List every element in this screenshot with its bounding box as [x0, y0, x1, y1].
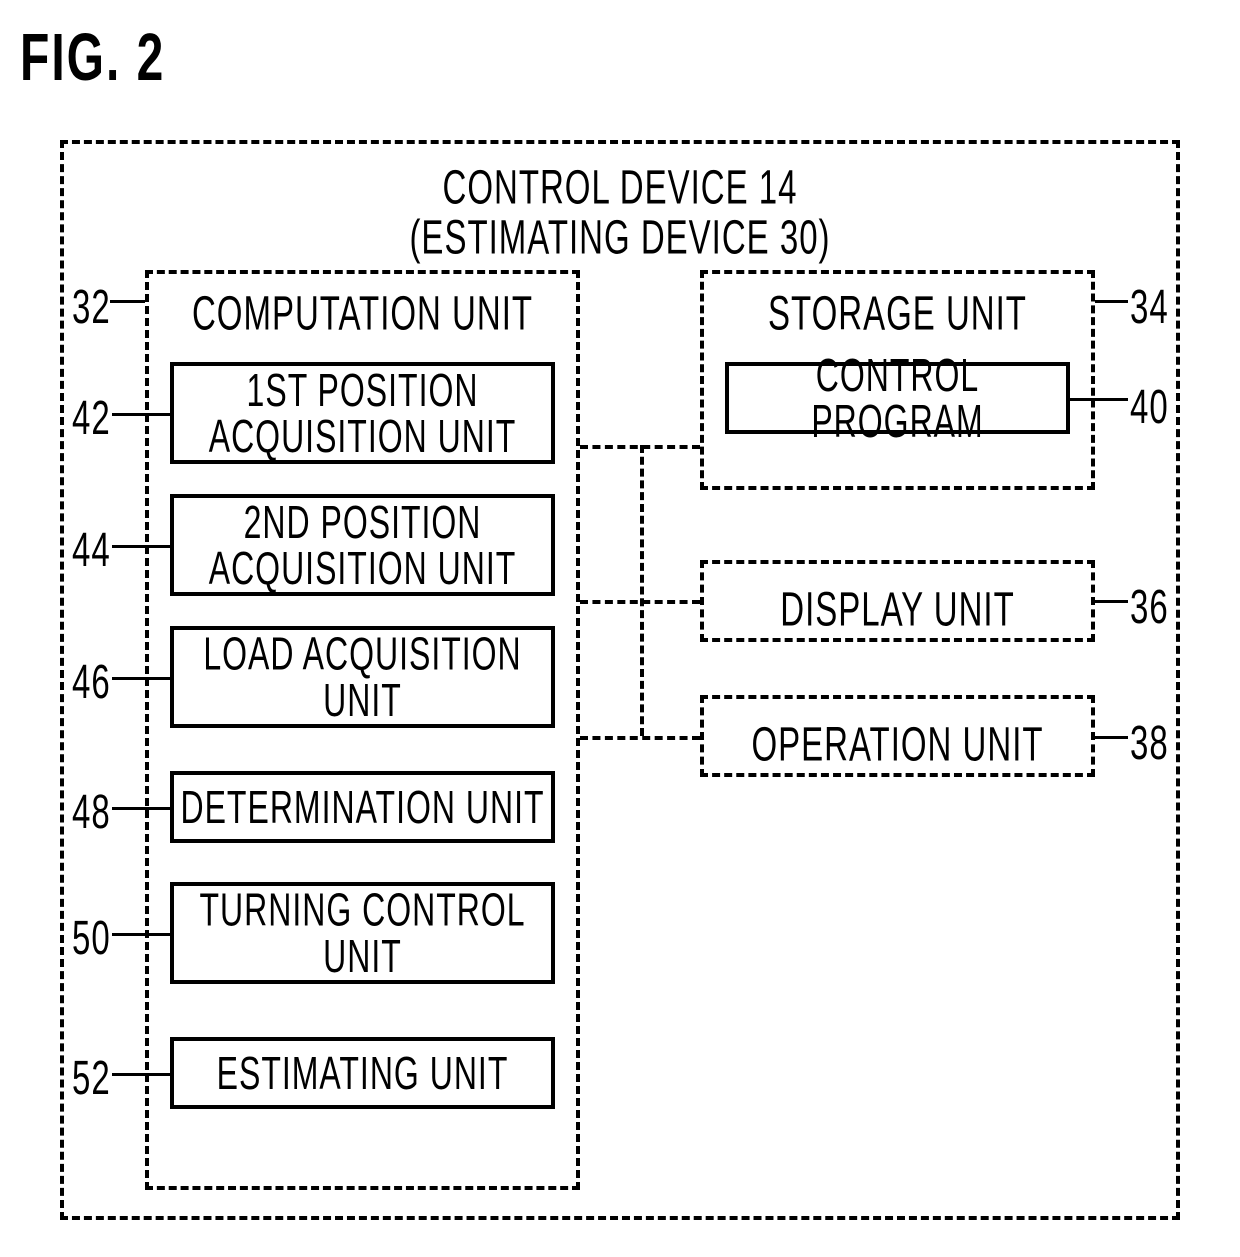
ref-44: 44	[72, 522, 111, 577]
bus-to-operation	[580, 736, 700, 740]
comp-child-box-52: ESTIMATING UNIT	[170, 1037, 555, 1109]
operation-unit-box: OPERATION UNIT	[700, 695, 1095, 777]
comp-child-box-48: DETERMINATION UNIT	[170, 771, 555, 843]
display-unit-box: DISPLAY UNIT	[700, 560, 1095, 642]
control-program-label: CONTROL PROGRAM	[729, 352, 1066, 445]
lead-48	[112, 807, 170, 810]
lead-52	[112, 1073, 170, 1076]
comp-child-label-52: ESTIMATING UNIT	[217, 1050, 509, 1096]
control-device-title-line2: (ESTIMATING DEVICE 30)	[60, 210, 1180, 265]
ref-32: 32	[72, 279, 111, 334]
control-program-box: CONTROL PROGRAM	[725, 362, 1070, 434]
computation-unit-title: COMPUTATION UNIT	[145, 286, 580, 341]
figure-label: FIG. 2	[20, 20, 165, 97]
operation-unit-label: OPERATION UNIT	[751, 717, 1043, 772]
ref-40: 40	[1130, 379, 1169, 434]
ref-48: 48	[72, 784, 111, 839]
bus-to-display	[580, 600, 700, 604]
bus-vertical	[640, 445, 644, 736]
display-unit-label: DISPLAY UNIT	[780, 582, 1015, 637]
comp-child-box-50: TURNING CONTROL UNIT	[170, 882, 555, 984]
comp-child-box-46: LOAD ACQUISITION UNIT	[170, 626, 555, 728]
comp-child-box-44: 2ND POSITION ACQUISITION UNIT	[170, 494, 555, 596]
comp-child-label-50: TURNING CONTROL UNIT	[199, 887, 525, 980]
ref-52: 52	[72, 1050, 111, 1105]
ref-34: 34	[1130, 279, 1169, 334]
storage-unit-title: STORAGE UNIT	[700, 286, 1095, 341]
lead-34	[1095, 300, 1128, 303]
comp-child-box-42: 1ST POSITION ACQUISITION UNIT	[170, 362, 555, 464]
comp-child-label-44: 2ND POSITION ACQUISITION UNIT	[209, 499, 517, 592]
lead-50	[112, 933, 170, 936]
lead-32	[110, 300, 145, 303]
lead-40	[1070, 398, 1128, 401]
lead-38	[1095, 736, 1128, 739]
lead-44	[112, 545, 170, 548]
lead-46	[112, 677, 170, 680]
ref-42: 42	[72, 390, 111, 445]
comp-child-label-42: 1ST POSITION ACQUISITION UNIT	[209, 367, 517, 460]
ref-46: 46	[72, 654, 111, 709]
ref-38: 38	[1130, 715, 1169, 770]
ref-50: 50	[72, 910, 111, 965]
bus-to-storage	[580, 445, 700, 449]
lead-42	[112, 413, 170, 416]
comp-child-label-46: LOAD ACQUISITION UNIT	[203, 631, 521, 724]
comp-child-label-48: DETERMINATION UNIT	[180, 784, 544, 830]
ref-36: 36	[1130, 579, 1169, 634]
control-device-title-line1: CONTROL DEVICE 14	[60, 160, 1180, 215]
lead-36	[1095, 600, 1128, 603]
